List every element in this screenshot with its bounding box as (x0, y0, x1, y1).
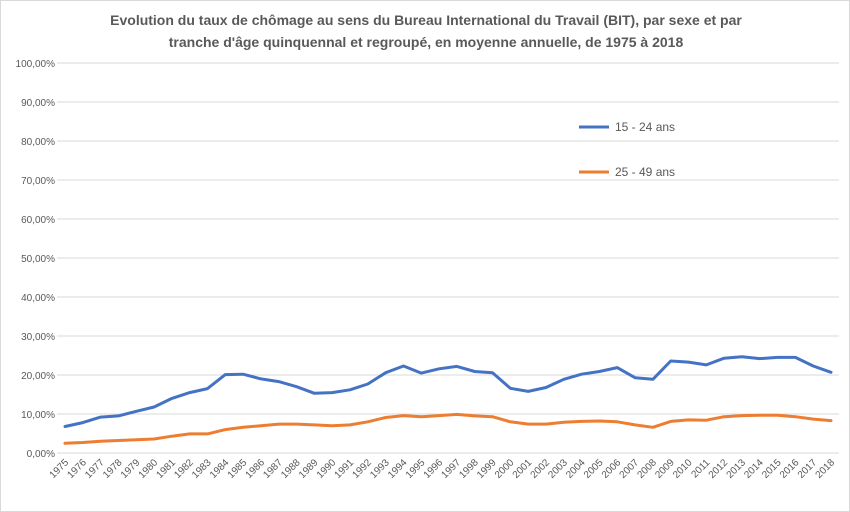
x-tick-label: 2015 (760, 457, 784, 481)
x-tick-label: 2001 (511, 457, 535, 481)
series-line-2 (63, 412, 833, 445)
x-tick-label: 1992 (350, 457, 374, 481)
x-tick-label: 2016 (778, 457, 802, 481)
x-tick-label: 2013 (725, 457, 749, 481)
x-tick-label: 1980 (137, 457, 161, 481)
x-tick-label: 2017 (796, 457, 820, 481)
x-tick-label: 1986 (244, 457, 268, 481)
y-tick-label: 70,00% (21, 176, 55, 187)
x-tick-label: 2012 (707, 457, 731, 481)
y-tick-label: 10,00% (21, 410, 55, 421)
legend-label: 15 - 24 ans (615, 120, 675, 134)
x-tick-label: 1979 (119, 457, 143, 481)
x-tick-label: 1998 (457, 457, 481, 481)
chart-title-line-2: tranche d'âge quinquennal et regroupé, e… (169, 34, 684, 50)
x-tick-label: 2010 (671, 457, 695, 481)
y-tick-label: 40,00% (21, 293, 55, 304)
x-tick-label: 2014 (742, 457, 766, 481)
x-tick-label: 2018 (814, 457, 838, 481)
x-tick-label: 2002 (529, 457, 553, 481)
legend-label: 25 - 49 ans (615, 165, 675, 179)
x-tick-label: 1999 (475, 457, 499, 481)
x-tick-label: 1985 (226, 457, 250, 481)
x-tick-label: 2007 (618, 457, 642, 481)
x-tick-label: 1991 (333, 457, 357, 481)
x-tick-label: 1989 (297, 457, 321, 481)
x-tick-label: 1995 (404, 457, 428, 481)
x-tick-label: 1996 (422, 457, 446, 481)
x-tick-label: 1993 (368, 457, 392, 481)
x-tick-label: 1997 (440, 457, 464, 481)
x-tick-label: 1982 (172, 457, 196, 481)
x-tick-label: 1987 (261, 457, 285, 481)
y-tick-label: 0,00% (27, 449, 55, 460)
x-tick-label: 1994 (386, 457, 410, 481)
y-tick-label: 90,00% (21, 98, 55, 109)
x-tick-label: 2009 (653, 457, 677, 481)
x-tick-label: 1988 (279, 457, 303, 481)
x-tick-label: 1984 (208, 457, 232, 481)
x-tick-label: 2008 (635, 457, 659, 481)
y-tick-label: 30,00% (21, 332, 55, 343)
series-line-1 (63, 355, 833, 428)
y-tick-label: 80,00% (21, 137, 55, 148)
y-tick-label: 50,00% (21, 254, 55, 265)
y-tick-label: 20,00% (21, 371, 55, 382)
chart-title-line-1: Evolution du taux de chômage au sens du … (110, 12, 742, 28)
x-tick-label: 1990 (315, 457, 339, 481)
x-tick-label: 1983 (190, 457, 214, 481)
x-tick-label: 2004 (564, 457, 588, 481)
x-tick-label: 2000 (493, 457, 517, 481)
x-tick-label: 1976 (65, 457, 89, 481)
y-tick-label: 60,00% (21, 215, 55, 226)
x-tick-label: 2005 (582, 457, 606, 481)
x-tick-label: 1981 (154, 457, 178, 481)
x-tick-label: 1977 (83, 457, 107, 481)
x-tick-label: 2006 (600, 457, 624, 481)
x-tick-label: 1975 (48, 457, 72, 481)
x-tick-label: 1978 (101, 457, 125, 481)
x-tick-label: 2003 (546, 457, 570, 481)
y-tick-label: 100,00% (16, 59, 56, 70)
